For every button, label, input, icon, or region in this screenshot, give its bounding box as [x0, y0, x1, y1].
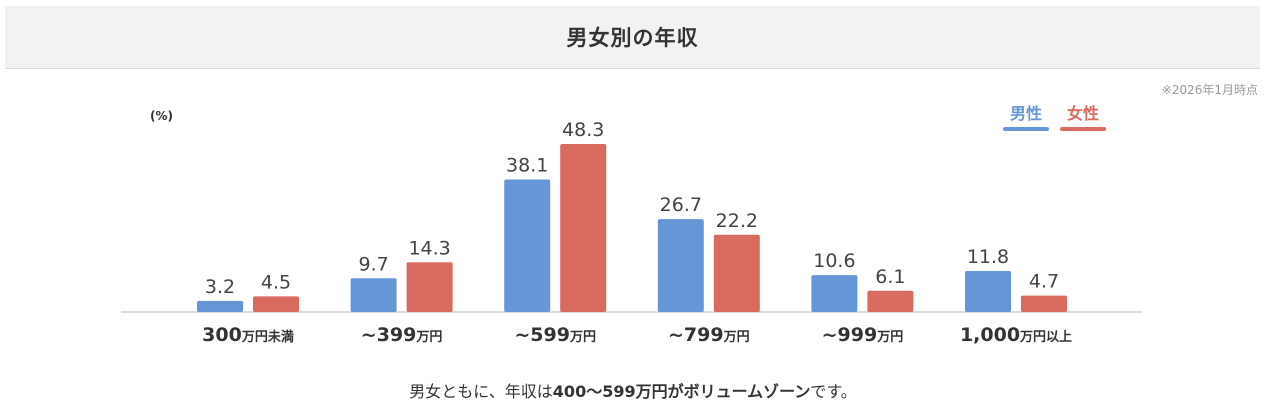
- date-note: ※2026年1月時点: [1161, 83, 1258, 97]
- bar-female-4: [867, 290, 914, 312]
- data-label-male-1: 9.7: [358, 253, 388, 275]
- bar-male-1: [350, 278, 397, 312]
- page-title: 男女別の年収: [566, 26, 699, 50]
- bar-male-3: [657, 219, 704, 312]
- summary-prefix: 男女ともに、年収は: [409, 382, 553, 401]
- legend-item-male: 男性: [1003, 103, 1049, 131]
- bar-female-0: [253, 296, 299, 312]
- data-label-female-3: 22.2: [716, 210, 758, 232]
- bar-female-3: [713, 234, 760, 312]
- chart-summary: 男女ともに、年収は400〜599万円がボリュームゾーンです。: [0, 378, 1266, 402]
- data-label-male-5: 11.8: [967, 246, 1009, 268]
- data-label-female-0: 4.5: [261, 271, 291, 293]
- data-label-female-5: 4.7: [1029, 271, 1059, 293]
- legend-swatch-male: [1003, 127, 1049, 131]
- data-label-female-1: 14.3: [408, 237, 450, 259]
- legend-item-female: 女性: [1060, 103, 1106, 131]
- tick-label-5: 1,000万円以上: [960, 324, 1072, 346]
- tick-label-4: ~999万円: [822, 324, 904, 346]
- data-label-female-2: 48.3: [562, 119, 604, 141]
- data-label-male-3: 26.7: [660, 194, 702, 216]
- y-axis-unit-label: (%): [150, 109, 173, 123]
- bar-female-5: [1021, 295, 1067, 312]
- tick-label-3: ~799万円: [668, 324, 750, 346]
- legend-label-male: 男性: [1009, 104, 1042, 123]
- legend-label-female: 女性: [1066, 104, 1099, 123]
- tick-label-1: ~399万円: [361, 324, 443, 346]
- data-label-male-2: 38.1: [506, 154, 548, 176]
- summary-suffix: です。: [810, 382, 857, 401]
- data-label-male-0: 3.2: [205, 276, 235, 298]
- bar-female-2: [560, 144, 607, 312]
- tick-label-0: 300万円未満: [202, 324, 294, 346]
- bar-male-4: [811, 275, 858, 312]
- chart-legend: 男性 女性: [1003, 103, 1113, 133]
- tick-label-2: ~599万円: [514, 324, 596, 346]
- legend-swatch-female: [1060, 127, 1106, 131]
- summary-highlight: 400〜599万円がボリュームゾーン: [552, 382, 811, 401]
- data-label-female-4: 6.1: [875, 266, 905, 288]
- bar-male-2: [504, 179, 551, 312]
- bar-male-5: [965, 270, 1011, 312]
- bar-male-0: [197, 300, 243, 312]
- bar-female-1: [406, 262, 453, 312]
- chart-header: 男女別の年収: [5, 6, 1260, 69]
- data-label-male-4: 10.6: [813, 250, 855, 272]
